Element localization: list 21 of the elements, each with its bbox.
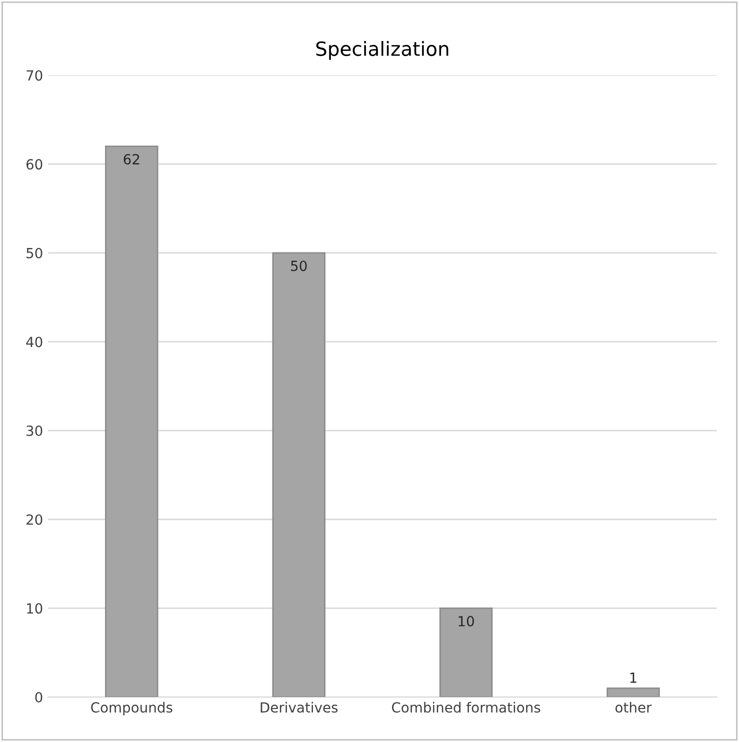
y-tick-label: 20 <box>26 514 42 525</box>
y-tick-label: 60 <box>26 159 42 170</box>
data-label: 50 <box>291 260 307 272</box>
bar <box>606 687 660 698</box>
x-tick-label: Combined formations <box>392 702 540 713</box>
y-tick-label: 30 <box>26 426 42 436</box>
y-tick-label: 10 <box>27 603 42 614</box>
data-label: 1 <box>630 672 636 683</box>
y-tick-label: 70 <box>26 70 42 81</box>
y-tick-label: 50 <box>26 248 42 258</box>
bar <box>272 252 326 698</box>
x-tick-label: other <box>615 702 652 713</box>
data-label: 62 <box>124 154 140 165</box>
bar <box>439 608 493 698</box>
y-tick-label: 40 <box>26 336 42 348</box>
data-label: 10 <box>458 616 474 626</box>
x-tick-label: Compounds <box>91 702 172 716</box>
x-tick-label: Derivatives <box>260 702 338 713</box>
bar <box>105 146 158 698</box>
chart-title: Specialization <box>316 41 448 60</box>
y-tick-label: 0 <box>35 692 42 703</box>
